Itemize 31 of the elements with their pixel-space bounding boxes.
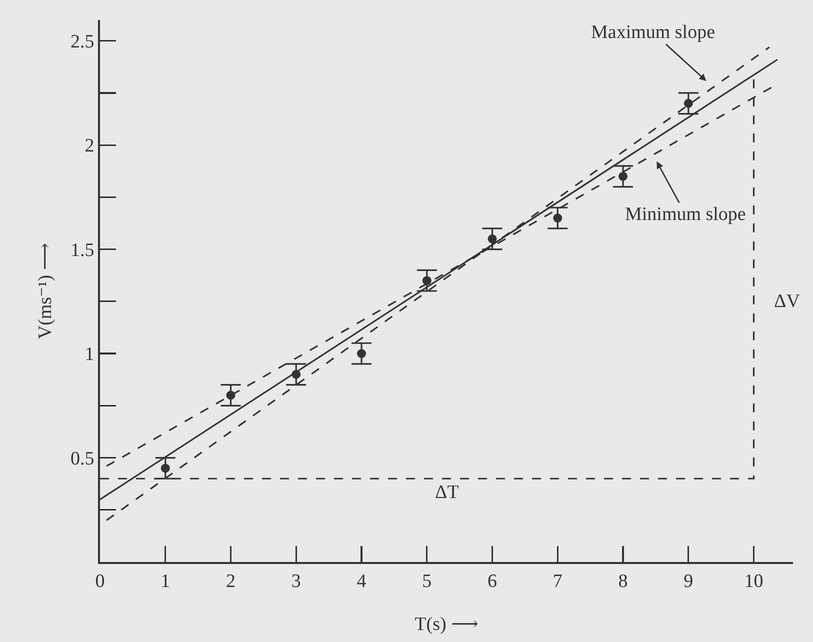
x-tick-label: 7 xyxy=(552,570,562,592)
y-tick-label: 0.5 xyxy=(70,448,94,470)
point xyxy=(160,464,170,473)
point xyxy=(357,349,366,358)
point xyxy=(292,370,301,379)
x-tick-label: 8 xyxy=(618,570,628,592)
x-tick-label: 3 xyxy=(291,570,301,592)
x-tick-label: 6 xyxy=(488,570,498,592)
point xyxy=(226,390,236,400)
y-tick-label: 2 xyxy=(84,136,94,157)
x-tick-label: 10 xyxy=(744,570,764,592)
annotation: ΔV xyxy=(774,291,800,312)
y-tick-label: 1 xyxy=(84,344,94,366)
y-axis-title: V(ms⁻¹) ⟶ xyxy=(35,242,56,340)
x-tick-label: 5 xyxy=(422,570,432,592)
x-tick-label: 9 xyxy=(684,570,694,592)
x-tick-label: 0 xyxy=(95,570,105,592)
annotation: ΔT xyxy=(435,482,460,503)
point xyxy=(684,98,693,108)
point xyxy=(488,234,497,244)
y-tick-label: 1.5 xyxy=(70,240,94,261)
x-tick-label: 4 xyxy=(356,570,367,592)
x-tick-label: 2 xyxy=(226,570,236,592)
x-axis-title: T(s) ⟶ xyxy=(414,614,478,635)
point xyxy=(422,276,432,286)
annotation: Maximum slope xyxy=(591,22,716,43)
y-tick-label: 2.5 xyxy=(70,32,94,52)
point xyxy=(618,172,628,181)
annotation: Minimum slope xyxy=(625,204,746,225)
x-tick-label: 1 xyxy=(160,570,170,592)
point xyxy=(553,214,562,223)
